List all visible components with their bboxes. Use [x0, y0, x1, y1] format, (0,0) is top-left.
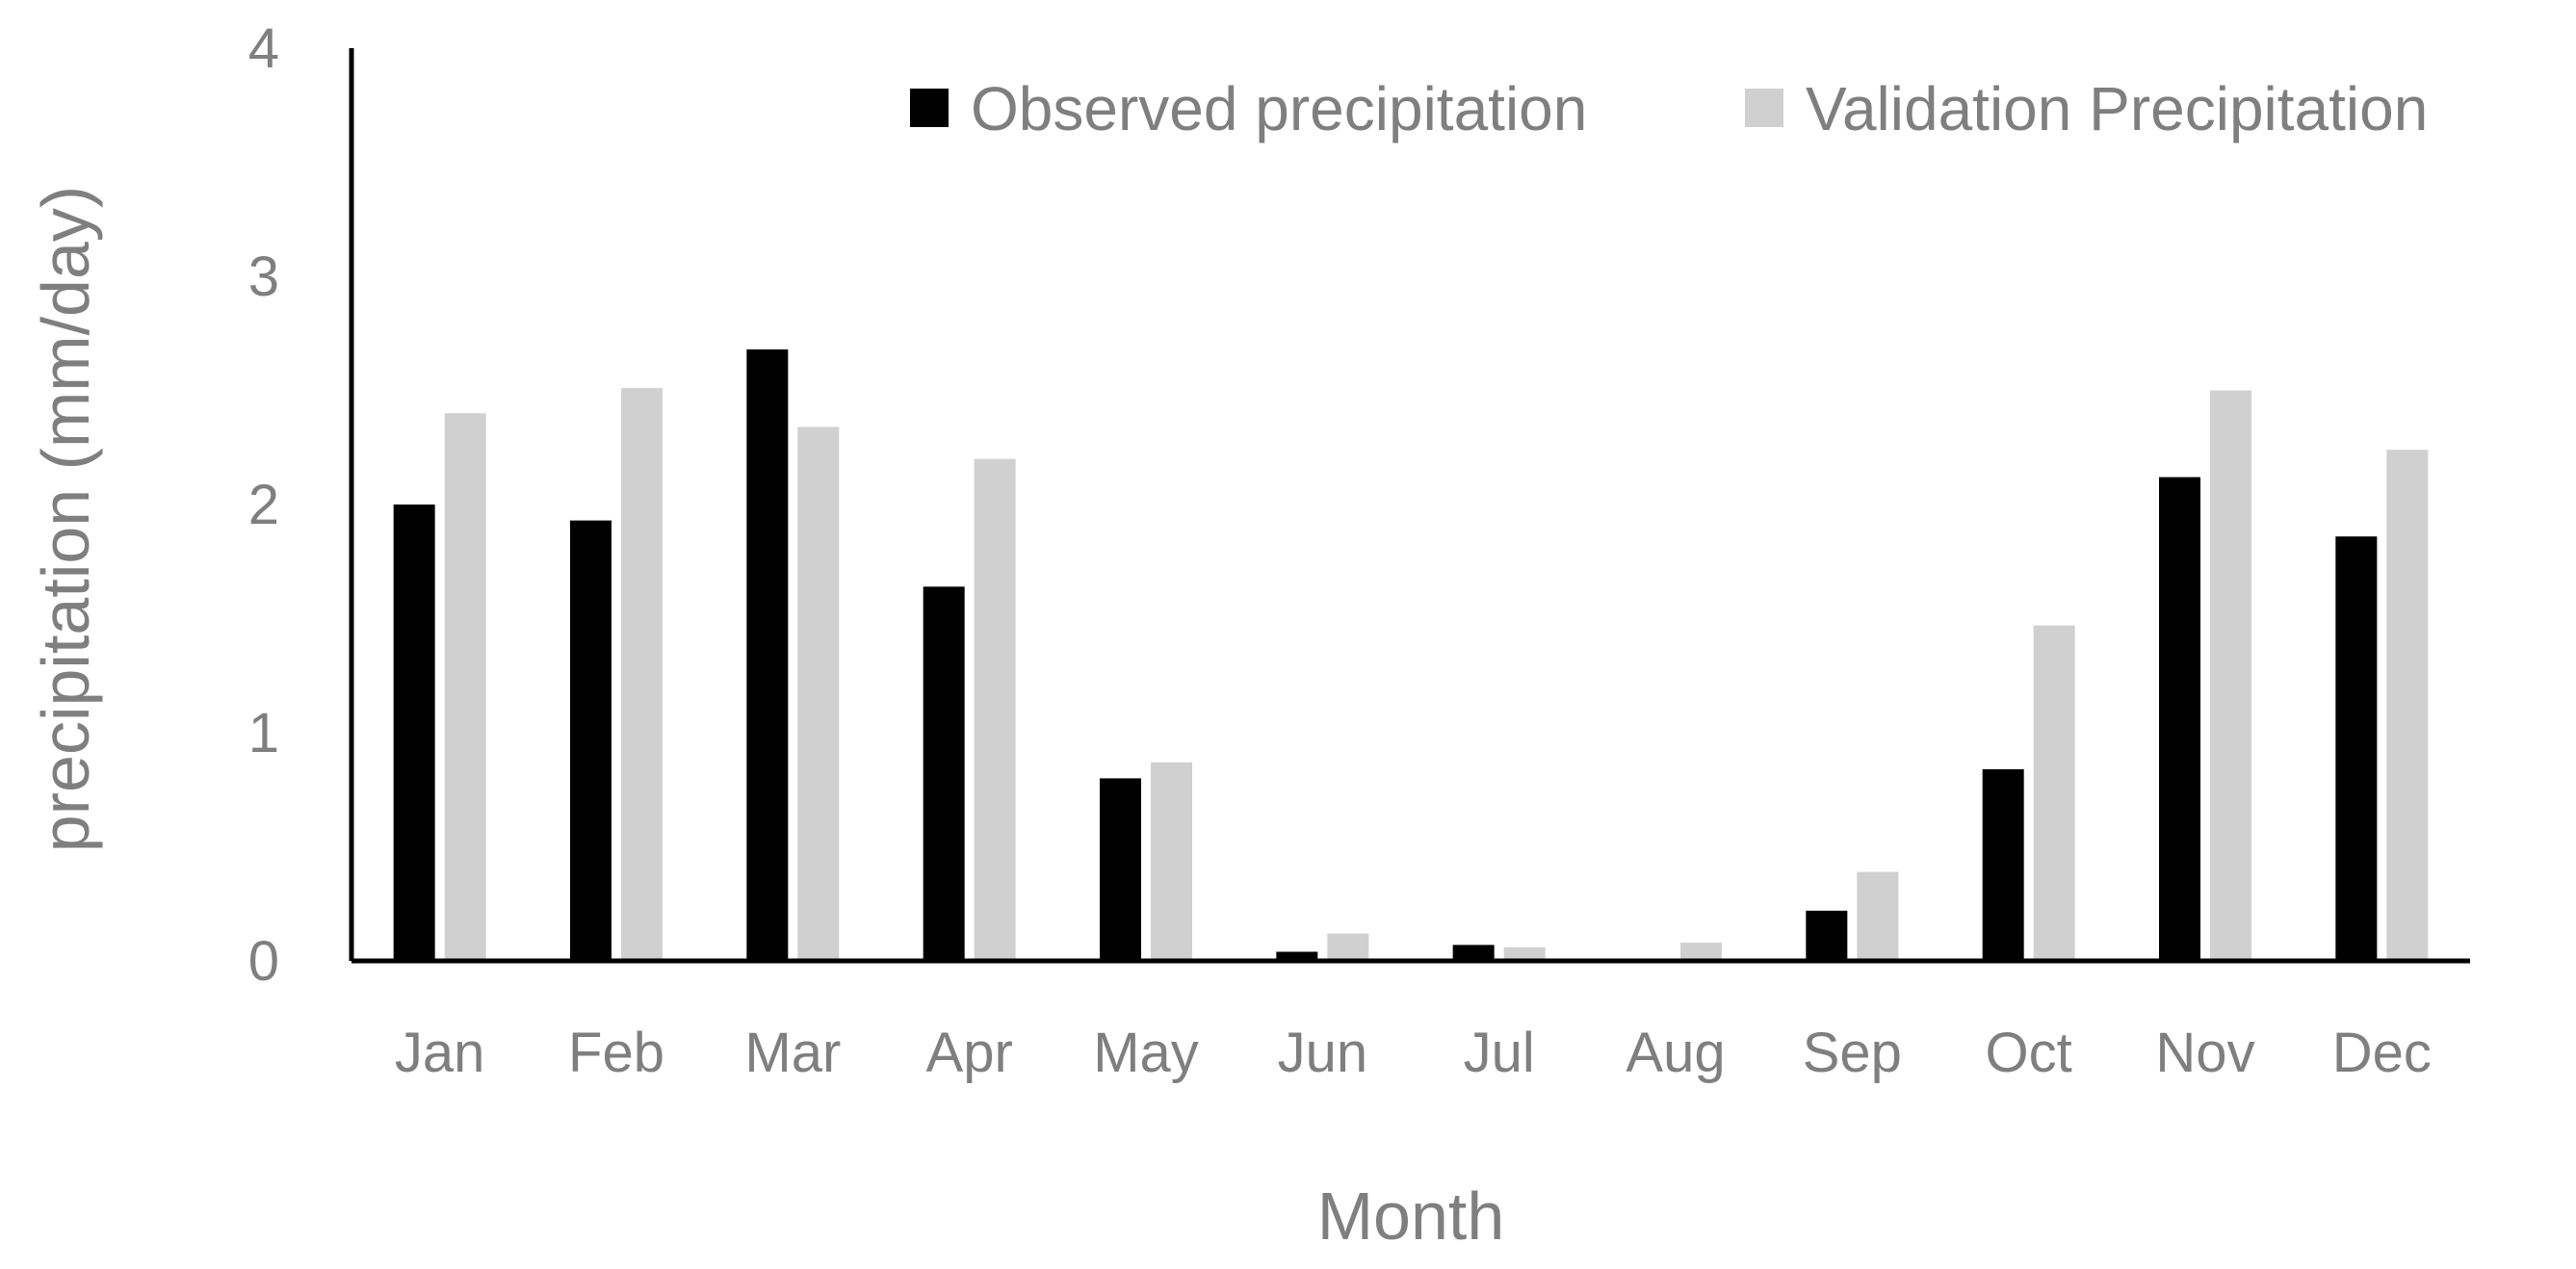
x-tick-label: Nov [2155, 1022, 2254, 1084]
x-tick-label: Jul [1464, 1022, 1535, 1084]
bar-observed-jul [1452, 945, 1495, 961]
x-tick-label: Apr [926, 1022, 1013, 1084]
bar-validation-mar [797, 427, 840, 961]
legend-item-validation: Validation Precipitation [1745, 74, 2428, 143]
x-tick-label: Dec [2332, 1022, 2432, 1084]
bar-observed-jan [393, 505, 435, 961]
y-axis-title: precipitation (mm/day) [28, 186, 103, 852]
bar-observed-apr [923, 586, 965, 961]
legend-swatch [910, 89, 949, 127]
bar-validation-aug [1680, 943, 1722, 961]
x-tick-label: Sep [1803, 1022, 1902, 1084]
bar-validation-apr [974, 458, 1016, 962]
y-tick-label: 4 [248, 17, 279, 80]
legend-label: Validation Precipitation [1806, 74, 2428, 143]
bar-validation-jun [1327, 933, 1369, 961]
x-tick-label: Mar [744, 1022, 841, 1084]
y-tick-label: 3 [248, 246, 279, 308]
y-tick-labels: 0 1 2 3 4 [248, 17, 279, 993]
y-tick-label: 0 [248, 930, 279, 993]
x-tick-label: May [1093, 1022, 1199, 1084]
bar-validation-feb [621, 388, 663, 961]
bars-layer [393, 349, 2429, 962]
bar-observed-sep [1806, 910, 1848, 961]
x-tick-label: Oct [1986, 1022, 2072, 1084]
x-tick-label: Feb [568, 1022, 664, 1084]
legend-swatch [1745, 89, 1783, 127]
bar-validation-may [1151, 762, 1192, 961]
legend-item-observed: Observed precipitation [910, 74, 1587, 143]
bar-validation-oct [2033, 625, 2075, 961]
bar-validation-dec [2386, 450, 2429, 961]
bar-observed-jun [1276, 951, 1318, 961]
x-axis-title: Month [1317, 1178, 1505, 1254]
bar-validation-sep [1857, 871, 1899, 961]
x-tick-label: Jan [395, 1022, 485, 1084]
bar-observed-mar [746, 349, 789, 962]
bar-validation-jul [1503, 946, 1546, 961]
bar-validation-jan [444, 413, 486, 961]
x-tick-label: Jun [1278, 1022, 1368, 1084]
x-tick-labels: Jan Feb Mar Apr May Jun Jul Aug Sep Oct Nov Dec [395, 1022, 2432, 1084]
legend: Observed precipitation Validation Precipi… [910, 74, 2428, 143]
x-tick-label: Aug [1626, 1022, 1725, 1084]
bar-observed-nov [2159, 477, 2200, 961]
bar-observed-oct [1982, 768, 2024, 961]
bar-validation-nov [2210, 390, 2251, 961]
y-tick-label: 2 [248, 474, 279, 536]
legend-label: Observed precipitation [971, 74, 1587, 143]
bar-observed-may [1100, 778, 1141, 961]
bar-observed-dec [2335, 536, 2378, 961]
bar-observed-feb [570, 520, 611, 961]
y-tick-label: 1 [248, 702, 279, 764]
axes-layer [349, 48, 2470, 964]
